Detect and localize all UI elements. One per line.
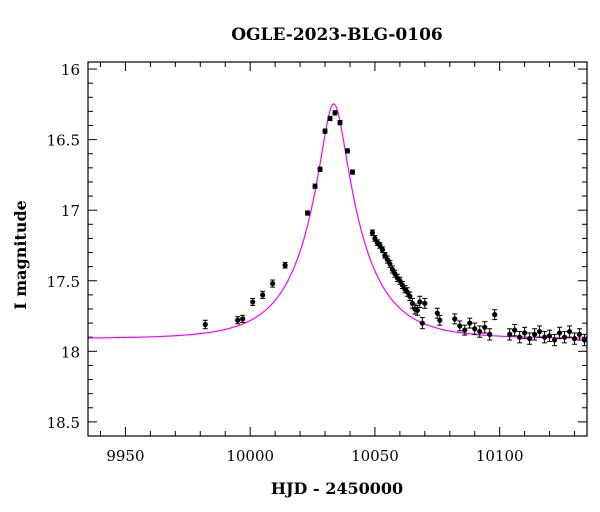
data-point (517, 334, 523, 340)
model-curve-layer (87, 103, 588, 339)
model-curve (87, 103, 588, 339)
y-tick-label: 16.5 (47, 132, 80, 150)
data-point (417, 299, 423, 305)
data-point (389, 266, 395, 273)
x-tick-label: 10000 (226, 447, 274, 465)
data-point (536, 328, 543, 335)
y-axis-label: I magnitude (11, 200, 30, 310)
data-point (462, 327, 468, 333)
data-point (522, 330, 528, 336)
data-point (477, 328, 483, 335)
data-point (566, 328, 573, 335)
data-point (260, 292, 266, 298)
data-point (507, 331, 513, 337)
data-point (551, 337, 558, 343)
data-point (409, 300, 415, 306)
data-point (384, 256, 390, 263)
x-tick-label: 10050 (351, 447, 399, 465)
data-point (541, 334, 548, 340)
axis-ticks: 9950 10000 10050 10100 16 16.5 17 17.5 18 18.5 (47, 61, 587, 465)
data-point (556, 330, 563, 336)
data-point (304, 210, 311, 216)
data-point (270, 280, 276, 287)
data-point (379, 247, 386, 253)
y-tick-label: 18.5 (47, 414, 80, 432)
chart-title: OGLE-2023-BLG-0106 (231, 25, 443, 45)
y-tick-label: 17.5 (47, 273, 80, 291)
data-point (487, 331, 493, 337)
data-point (419, 320, 425, 326)
data-point (457, 323, 463, 329)
data-points-layer (202, 110, 588, 347)
data-point (437, 317, 443, 323)
data-point (327, 115, 333, 122)
data-point (492, 312, 498, 318)
data-point (422, 300, 428, 306)
data-point (571, 336, 578, 342)
data-point (337, 120, 343, 126)
data-point (527, 336, 533, 342)
y-tick-label: 17 (61, 202, 80, 220)
y-tick-label: 18 (61, 343, 80, 361)
data-point (472, 326, 478, 332)
data-point (407, 293, 413, 299)
x-tick-label: 9950 (106, 447, 144, 465)
data-point (399, 282, 405, 288)
data-point (322, 128, 328, 134)
data-point (561, 334, 568, 340)
data-point (576, 331, 583, 337)
data-point (532, 331, 538, 337)
data-point (240, 316, 246, 322)
data-point (452, 316, 458, 322)
plot-frame (87, 61, 588, 437)
data-point (344, 148, 351, 154)
data-point (202, 321, 208, 328)
data-point (467, 320, 473, 326)
y-tick-label: 16 (61, 61, 80, 79)
data-point (387, 261, 393, 267)
data-point (546, 333, 553, 339)
data-point (332, 110, 338, 116)
data-point (414, 307, 420, 313)
data-point (397, 278, 403, 284)
x-axis-label: HJD - 2450000 (271, 479, 403, 498)
data-point (282, 262, 288, 268)
data-point (250, 299, 256, 305)
data-point (434, 310, 440, 316)
data-point (369, 230, 376, 236)
data-point (382, 252, 388, 258)
data-point (235, 317, 241, 323)
data-point (482, 324, 488, 330)
data-point (317, 166, 323, 172)
data-point (581, 337, 588, 343)
data-point (392, 271, 398, 277)
x-tick-label: 10100 (476, 447, 524, 465)
data-point (349, 169, 356, 175)
data-point (512, 327, 518, 333)
data-point (312, 183, 318, 189)
